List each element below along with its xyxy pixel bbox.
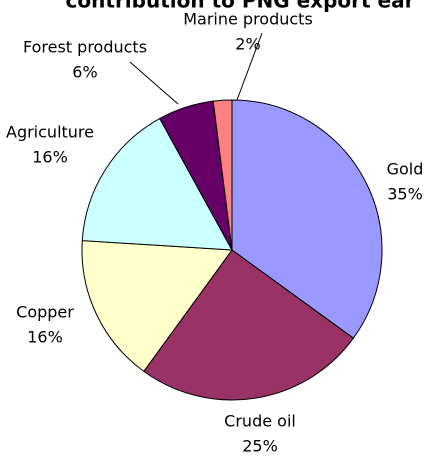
slice-value-label: 16% (27, 328, 63, 347)
pie-slice (81, 240, 233, 373)
slice-value-label: 35% (387, 185, 423, 204)
pie-slice (231, 99, 383, 339)
chart-title: contribution to PNG export ear (66, 0, 415, 13)
leader-line (129, 61, 179, 105)
slice-value-label: 2% (235, 35, 260, 54)
slice-label: Crude oil (224, 412, 296, 431)
pie-slice (212, 99, 233, 251)
slice-value-label: 25% (242, 437, 278, 456)
pie-slice (81, 117, 233, 251)
slice-label: Marine products (183, 10, 313, 29)
slice-label: Agriculture (6, 123, 94, 142)
slice-label: Forest products (23, 38, 147, 57)
leader-line (236, 32, 263, 101)
slice-value-label: 16% (32, 148, 68, 167)
slice-label: Gold (387, 160, 424, 179)
slice-value-label: 6% (72, 63, 97, 82)
pie-slice (143, 249, 355, 401)
slice-label: Copper (16, 303, 74, 322)
